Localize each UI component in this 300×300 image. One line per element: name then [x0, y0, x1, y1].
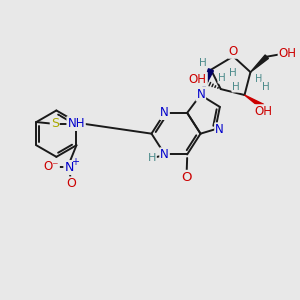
Text: H: H [229, 68, 237, 78]
Text: O: O [181, 171, 192, 184]
Text: H: H [199, 58, 206, 68]
Polygon shape [250, 55, 268, 72]
Text: O: O [229, 45, 238, 58]
Text: H: H [218, 73, 226, 83]
Text: N: N [215, 123, 224, 136]
Text: N: N [160, 106, 169, 119]
Text: H: H [262, 82, 270, 92]
Text: H: H [148, 153, 156, 163]
Text: NH: NH [68, 117, 85, 130]
Text: N: N [196, 88, 205, 100]
Text: H: H [255, 74, 262, 84]
Text: N: N [64, 161, 74, 174]
Polygon shape [200, 69, 213, 95]
Text: H: H [232, 82, 240, 92]
Text: S: S [51, 117, 59, 130]
Text: OH: OH [255, 105, 273, 118]
Text: OH: OH [189, 73, 207, 86]
Text: N: N [160, 148, 169, 161]
Polygon shape [244, 95, 264, 108]
Text: O: O [67, 177, 76, 190]
Text: O⁻: O⁻ [44, 160, 59, 172]
Text: OH: OH [279, 47, 297, 60]
Text: +: + [71, 158, 79, 167]
